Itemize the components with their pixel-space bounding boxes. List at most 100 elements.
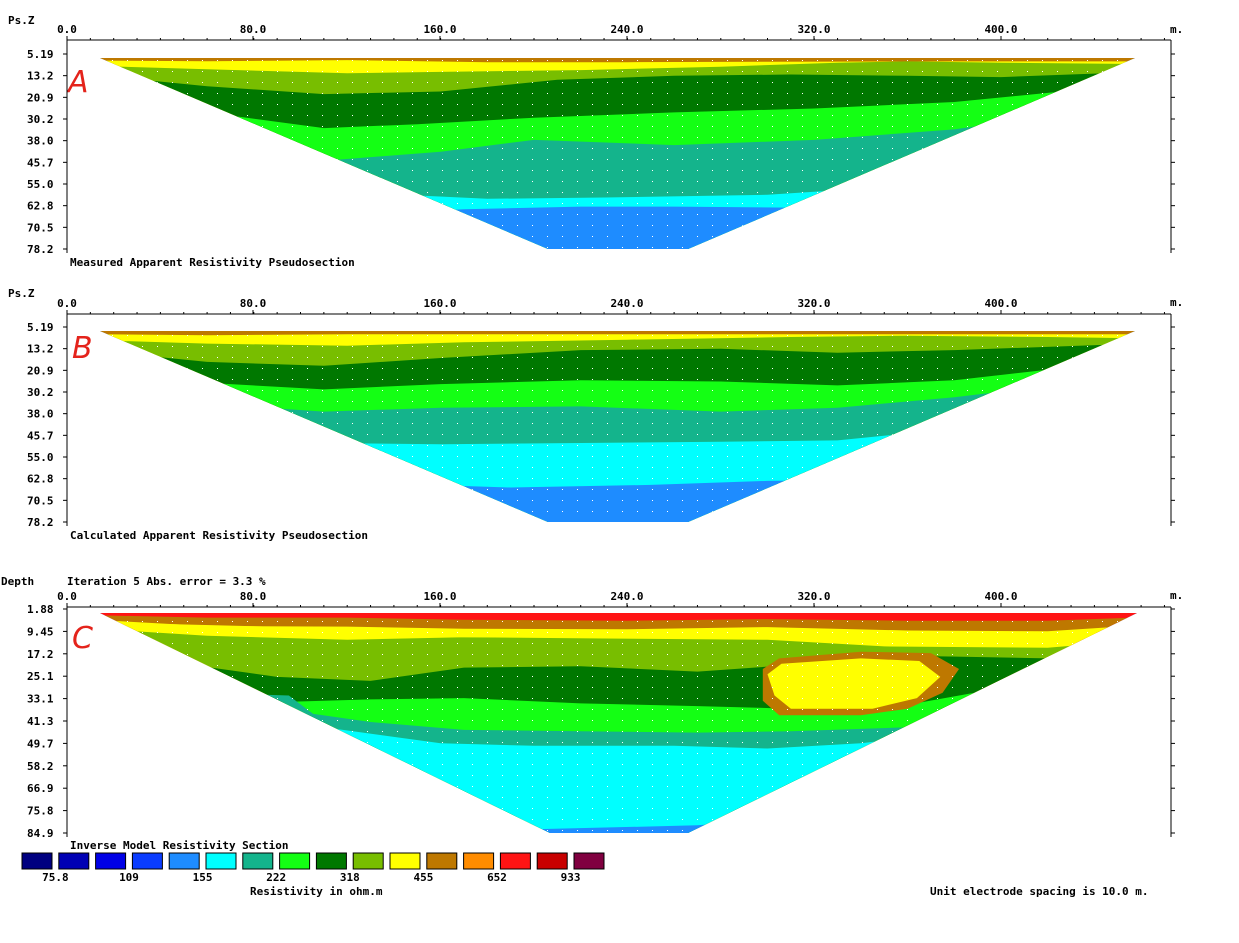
panel-letter: C [72,621,93,656]
legend-swatch [131,852,163,870]
y-tick-label: 1.88 [27,603,54,616]
legend-swatch [168,852,200,870]
panel-letter: A [66,65,89,100]
panel-letter: B [72,331,93,366]
x-unit-label: m. [1170,296,1183,309]
legend-value: 75.8 [42,871,69,884]
y-tick-label: 75.8 [27,805,54,818]
y-tick-label: 55.0 [27,178,54,191]
datum-points [100,58,1135,249]
datum-points [100,613,1137,833]
legend-value: 109 [119,871,139,884]
legend-swatch [389,852,421,870]
legend-value: 155 [193,871,213,884]
iteration-text: Iteration 5 Abs. error = 3.3 % [67,575,266,588]
y-tick-label: 66.9 [27,782,54,795]
y-tick-label: 70.5 [27,494,54,507]
y-tick-label: 78.2 [27,516,54,529]
y-tick-label: 45.7 [27,156,54,169]
y-tick-label: 84.9 [27,827,54,840]
axes: 0.0 80.0 160.0 240.0 320.0 400.0 1.88 9.45 17.2 2… [27,590,1175,840]
y-tick-label: 62.8 [27,473,54,486]
y-tick-label: 58.2 [27,760,54,773]
x-tick-label: 160.0 [423,23,456,36]
x-tick-label: 240.0 [610,297,643,310]
y-tick-label: 20.9 [27,364,54,377]
panel-inverse-model-section: Depth Iteration 5 Abs. error = 3.3 % m. … [1,575,1183,852]
legend-swatch [242,852,274,870]
plot-area [100,331,1135,522]
y-tick-label: 5.19 [27,48,54,61]
y-tick-label: 41.3 [27,715,54,728]
legend-swatch [95,852,127,870]
y-tick-label: 49.7 [27,737,54,750]
y-tick-label: 38.0 [27,135,54,148]
y-tick-label: 30.2 [27,386,54,399]
x-tick-label: 240.0 [610,23,643,36]
legend-value: 652 [487,871,507,884]
x-tick-label: 320.0 [797,297,830,310]
y-tick-label: 5.19 [27,321,54,334]
section-title: Inverse Model Resistivity Section [70,839,289,852]
x-tick-label: 80.0 [240,297,267,310]
plot-area [100,58,1135,249]
x-unit-label: m. [1170,589,1183,602]
y-tick-label: 25.1 [27,670,54,683]
legend-swatch [279,852,311,870]
x-tick-label: 0.0 [57,590,77,603]
legend-swatch [58,852,90,870]
legend-value: 455 [413,871,433,884]
y-tick-label: 62.8 [27,200,54,213]
legend-swatch [426,852,458,870]
section-title: Measured Apparent Resistivity Pseudosect… [70,256,355,269]
legend-swatch [499,852,531,870]
y-axis-label: Depth [1,575,34,588]
axes: 0.0 80.0 160.0 240.0 320.0 400.0 5.19 13.2 20.9 3… [27,23,1175,256]
x-unit-label: m. [1170,23,1183,36]
legend-unit-label: Resistivity in ohm.m [250,885,383,898]
legend-swatch [352,852,384,870]
y-tick-label: 13.2 [27,70,54,83]
y-tick-label: 30.2 [27,113,54,126]
x-tick-label: 400.0 [984,297,1017,310]
x-tick-label: 0.0 [57,297,77,310]
x-tick-label: 160.0 [423,590,456,603]
y-tick-label: 33.1 [27,693,54,706]
panel-measured-pseudosection: Ps.Z m. A Measured Apparent Resistivity … [8,14,1183,269]
datum-points [100,331,1135,522]
y-axis-label: Ps.Z [8,14,35,27]
y-tick-label: 9.45 [27,625,54,638]
plot-area [100,613,1137,833]
legend-swatch [21,852,53,870]
color-legend: 75.8 109 155 222 318 455 652 933 Resistivity in… [21,852,1149,898]
y-tick-label: 70.5 [27,221,54,234]
y-tick-label: 78.2 [27,243,54,256]
x-tick-label: 80.0 [240,23,267,36]
legend-swatch [536,852,568,870]
section-title: Calculated Apparent Resistivity Pseudose… [70,529,368,542]
y-tick-label: 45.7 [27,429,54,442]
legend-swatch [205,852,237,870]
y-tick-label: 13.2 [27,343,54,356]
legend-swatch [463,852,495,870]
electrode-spacing-note: Unit electrode spacing is 10.0 m. [930,885,1149,898]
y-tick-label: 20.9 [27,91,54,104]
x-tick-label: 400.0 [984,590,1017,603]
legend-swatches [21,852,605,870]
y-axis-label: Ps.Z [8,287,35,300]
axes: 0.0 80.0 160.0 240.0 320.0 400.0 5.19 13.2 20.9 3… [27,297,1175,529]
legend-swatch [573,852,605,870]
x-tick-label: 240.0 [610,590,643,603]
y-tick-label: 55.0 [27,451,54,464]
x-tick-label: 320.0 [797,590,830,603]
legend-values: 75.8 109 155 222 318 455 652 933 [42,871,580,884]
y-tick-label: 17.2 [27,648,54,661]
legend-swatch [315,852,347,870]
contour-blob [239,706,282,741]
x-tick-label: 0.0 [57,23,77,36]
legend-value: 222 [266,871,286,884]
legend-value: 318 [340,871,360,884]
x-tick-label: 400.0 [984,23,1017,36]
x-tick-label: 160.0 [423,297,456,310]
